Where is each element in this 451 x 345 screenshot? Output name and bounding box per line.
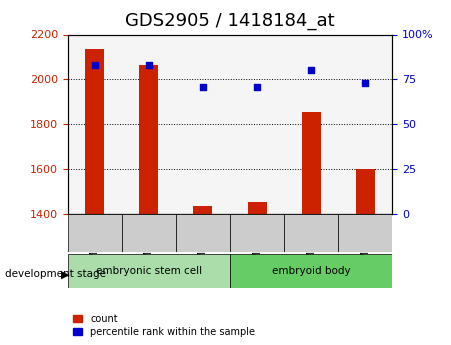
Point: [308, 68, 315, 73]
Title: GDS2905 / 1418184_at: GDS2905 / 1418184_at: [125, 12, 335, 30]
Bar: [193, 206, 212, 214]
Text: development stage: development stage: [5, 269, 106, 279]
Bar: [302, 112, 321, 214]
FancyBboxPatch shape: [338, 214, 392, 252]
Bar: [139, 65, 158, 214]
Bar: [85, 49, 104, 214]
FancyBboxPatch shape: [68, 254, 230, 288]
Point: [145, 62, 152, 68]
FancyBboxPatch shape: [284, 214, 338, 252]
Point: [91, 62, 98, 68]
Text: ▶: ▶: [61, 269, 69, 279]
FancyBboxPatch shape: [176, 214, 230, 252]
Text: embryoid body: embryoid body: [272, 266, 350, 276]
Bar: [356, 169, 375, 214]
Legend: count, percentile rank within the sample: count, percentile rank within the sample: [73, 314, 255, 337]
Bar: [248, 201, 267, 214]
FancyBboxPatch shape: [122, 214, 176, 252]
FancyBboxPatch shape: [230, 214, 284, 252]
Point: [362, 80, 369, 86]
FancyBboxPatch shape: [230, 254, 392, 288]
Point: [253, 84, 261, 89]
FancyBboxPatch shape: [68, 214, 122, 252]
Point: [199, 84, 207, 89]
Text: embryonic stem cell: embryonic stem cell: [96, 266, 202, 276]
